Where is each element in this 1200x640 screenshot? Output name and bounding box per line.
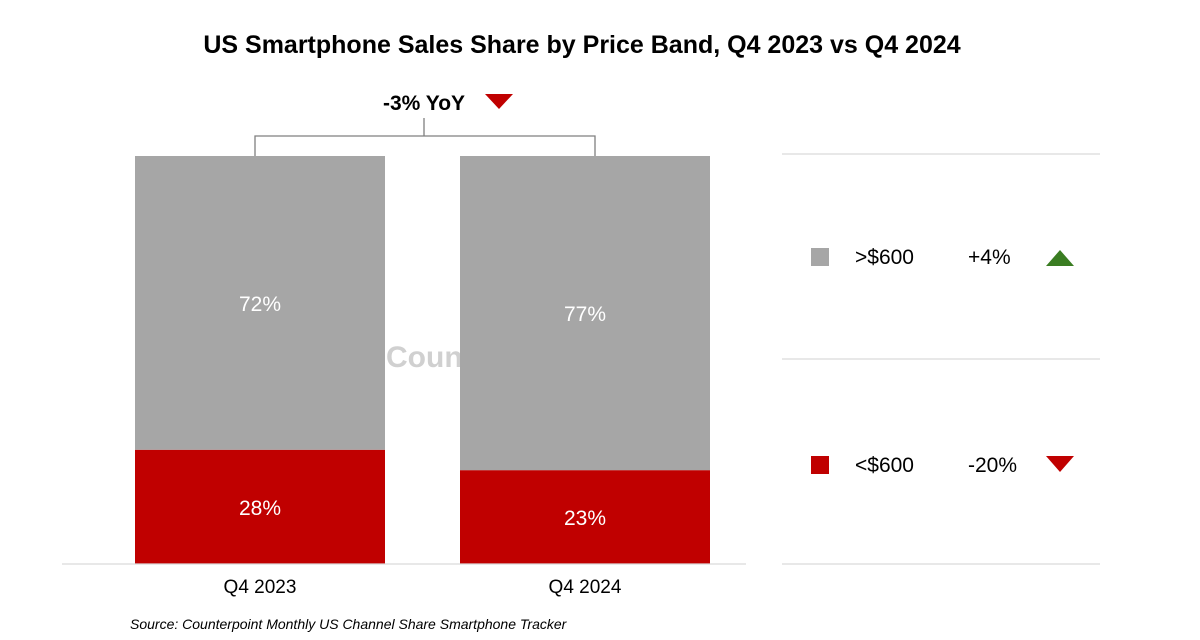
data-label-below-600-q4-2023: 28%	[239, 497, 281, 520]
yoy-annotation: -3% YoY	[383, 92, 465, 115]
legend-swatch-below-600	[811, 456, 829, 474]
up-arrow-icon	[1046, 250, 1074, 266]
legend-label-below-600: <$600	[855, 454, 914, 477]
down-arrow-icon	[1046, 456, 1074, 472]
legend-change-above-600: +4%	[968, 246, 1011, 269]
legend-swatch-above-600	[811, 248, 829, 266]
x-tick-label: Q4 2023	[224, 577, 297, 598]
legend-label-above-600: >$600	[855, 246, 914, 269]
legend-change-below-600: -20%	[968, 454, 1017, 477]
bar-below-600-q4-2023	[135, 449, 385, 564]
data-label-below-600-q4-2024: 23%	[564, 507, 606, 530]
bar-above-600-q4-2024	[460, 156, 710, 471]
yoy-down-arrow-icon	[485, 94, 513, 109]
legend: >$600 +4% <$600 -20%	[782, 153, 1100, 565]
data-label-above-600-q4-2023: 72%	[239, 293, 281, 316]
data-label-above-600-q4-2024: 77%	[564, 303, 606, 326]
x-tick-label: Q4 2024	[549, 577, 622, 598]
bar-above-600-q4-2023	[135, 156, 385, 450]
bar-below-600-q4-2024	[460, 470, 710, 564]
source-note: Source: Counterpoint Monthly US Channel …	[130, 616, 568, 632]
bars-group: 28% 72% 23% 77%	[135, 156, 710, 564]
x-axis-ticks: Q4 2023 Q4 2024	[224, 577, 622, 598]
chart-title: US Smartphone Sales Share by Price Band,…	[203, 31, 960, 59]
yoy-bracket	[254, 118, 596, 156]
